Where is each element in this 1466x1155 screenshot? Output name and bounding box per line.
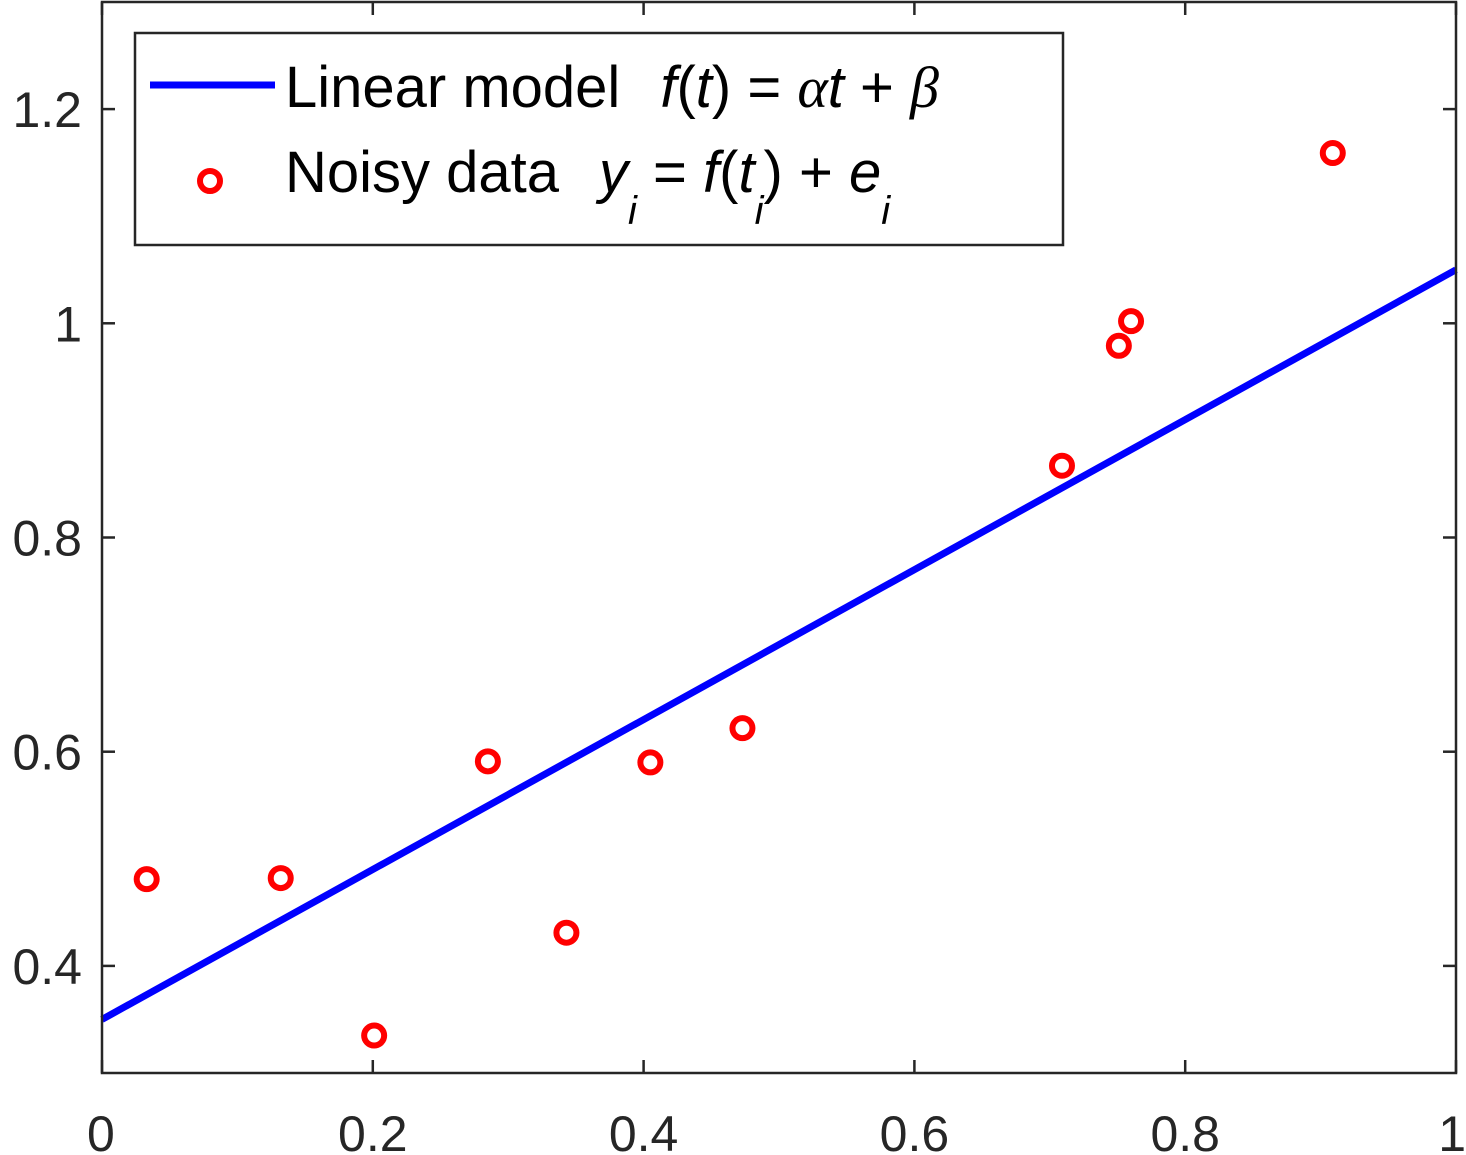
legend-data-y: y	[595, 140, 631, 205]
legend-data-subscript-i: i	[755, 189, 765, 233]
legend-data-eq: =	[637, 140, 703, 205]
y-tick-label: 0.6	[12, 725, 82, 781]
x-axis-tick-labels: 0 0.2 0.4 0.6 0.8 1	[87, 1106, 1466, 1155]
legend-data-open: (	[719, 140, 738, 205]
legend: Linear model f(t) = αt + β Noisy data yi =…	[133, 31, 1065, 247]
data-point	[1105, 332, 1132, 359]
legend-box	[133, 31, 1065, 247]
y-tick-label: 1.2	[12, 82, 82, 138]
x-tick-label: 0.6	[880, 1106, 950, 1155]
data-point	[133, 866, 160, 893]
y-axis-tick-labels: 0.4 0.6 0.8 1 1.2	[12, 82, 82, 995]
x-tick-label: 1	[1438, 1106, 1466, 1155]
legend-data-plus: +	[783, 140, 849, 205]
data-point	[729, 715, 756, 742]
plot-area	[100, 140, 1458, 1049]
data-point	[1048, 452, 1075, 479]
data-point	[553, 919, 580, 946]
y-tick-label: 0.4	[12, 939, 82, 995]
data-point	[1319, 140, 1346, 167]
x-tick-label: 0.4	[609, 1106, 679, 1155]
legend-data-marker	[197, 168, 223, 194]
y-axis-ticks	[102, 107, 1456, 968]
data-point	[637, 749, 664, 776]
legend-line-open: (	[676, 55, 695, 120]
legend-data-subscript-i: i	[628, 189, 638, 233]
legend-data-entry: Noisy data yi = f(ti) + ei	[285, 140, 891, 233]
legend-line-entry: Linear model f(t) = αt + β	[285, 55, 939, 120]
data-point	[1118, 308, 1145, 335]
x-tick-label: 0	[87, 1106, 115, 1155]
legend-line-t: t	[696, 55, 715, 120]
y-tick-label: 1	[54, 296, 82, 352]
legend-line-eq: =	[731, 55, 797, 120]
legend-line-close: )	[712, 55, 731, 120]
legend-data-subscript-i: i	[881, 189, 891, 233]
legend-data-label: Noisy data	[285, 140, 560, 205]
y-tick-label: 0.8	[12, 511, 82, 567]
legend-line-beta: β	[909, 55, 939, 120]
legend-line-alpha: α	[797, 55, 829, 120]
x-tick-label: 0.2	[338, 1106, 408, 1155]
legend-line-plus: +	[844, 55, 910, 120]
legend-data-close: )	[764, 140, 783, 205]
data-point	[267, 865, 294, 892]
data-point	[474, 748, 501, 775]
x-tick-label: 0.8	[1150, 1106, 1220, 1155]
linear-model-line	[100, 266, 1458, 1023]
legend-data-t: t	[738, 140, 757, 205]
data-point	[361, 1022, 388, 1049]
legend-line-label: Linear model	[285, 55, 620, 120]
axes-box	[100, 0, 1458, 1075]
legend-line-t2: t	[828, 55, 847, 120]
legend-data-e: e	[849, 140, 881, 205]
